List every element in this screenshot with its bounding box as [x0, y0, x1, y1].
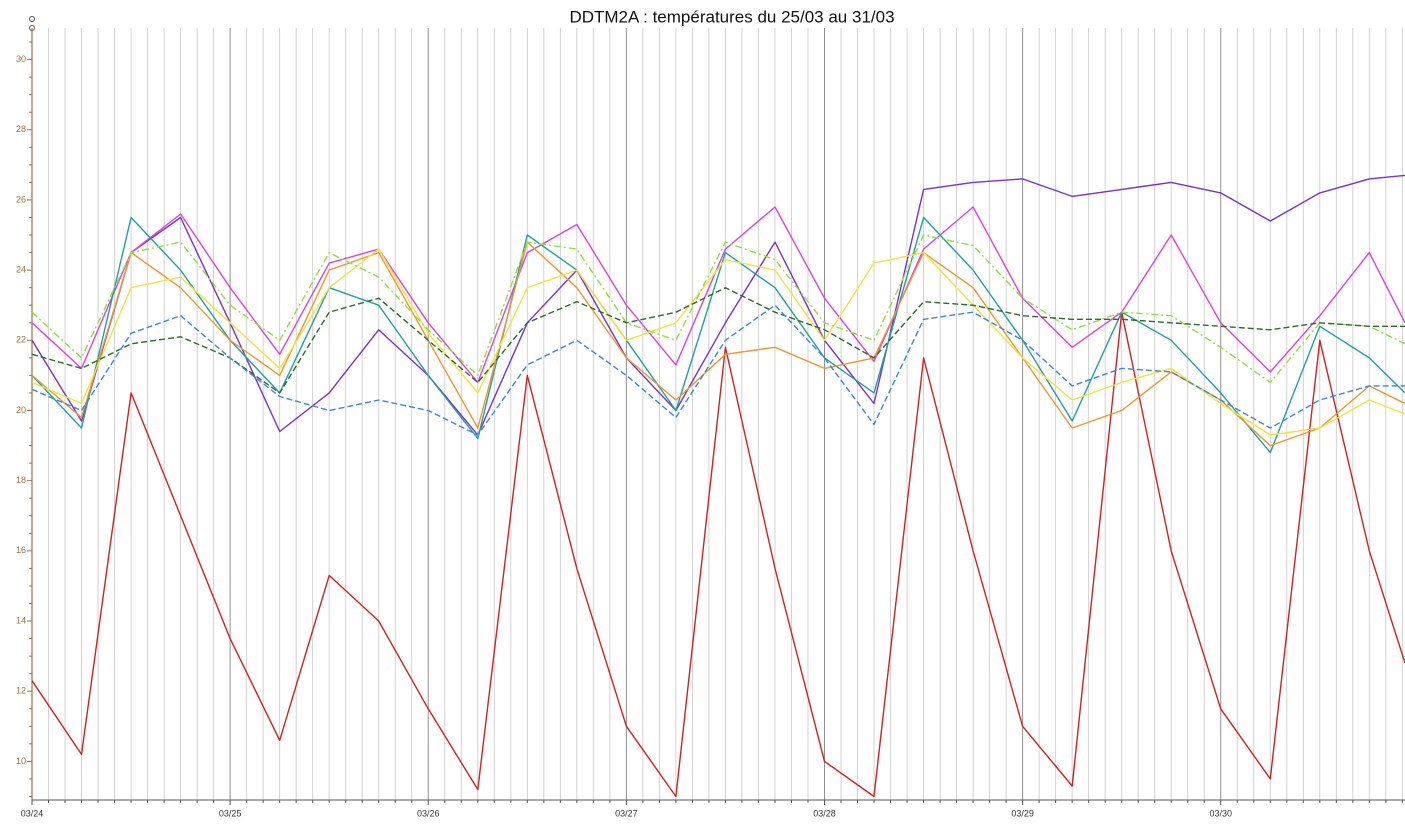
series-line [31, 234, 1405, 384]
series-line [31, 241, 1405, 447]
y-tick-label: 24 [16, 265, 26, 275]
y-tick-label: 16 [16, 545, 26, 555]
y-tick-label: 28 [16, 124, 26, 134]
x-tick-label: 03/26 [417, 808, 440, 818]
axis-handle [29, 16, 35, 22]
x-tick-label: 03/30 [1209, 808, 1232, 818]
y-tick-label: 22 [16, 335, 26, 345]
series-line [31, 216, 1405, 454]
chart-title: DDTM2A : températures du 25/03 au 31/03 [569, 7, 894, 26]
series-line [31, 287, 1405, 394]
series-line [31, 304, 1405, 436]
series-line [31, 174, 1405, 436]
y-tick-label: 30 [16, 54, 26, 64]
x-tick-label: 03/28 [813, 808, 836, 818]
y-tick-label: 18 [16, 475, 26, 485]
x-tick-label: 03/25 [219, 808, 242, 818]
x-tick-label: 03/29 [1011, 808, 1034, 818]
series-line [31, 248, 1405, 436]
y-tick-label: 10 [16, 756, 26, 766]
x-tick-label: 03/27 [615, 808, 638, 818]
y-tick-label: 12 [16, 686, 26, 696]
y-tick-label: 26 [16, 194, 26, 204]
y-tick-label: 14 [16, 615, 26, 625]
y-tick-label: 20 [16, 405, 26, 415]
series-line [31, 206, 1405, 384]
x-tick-label: 03/24 [21, 808, 44, 818]
series-line [31, 311, 1405, 798]
